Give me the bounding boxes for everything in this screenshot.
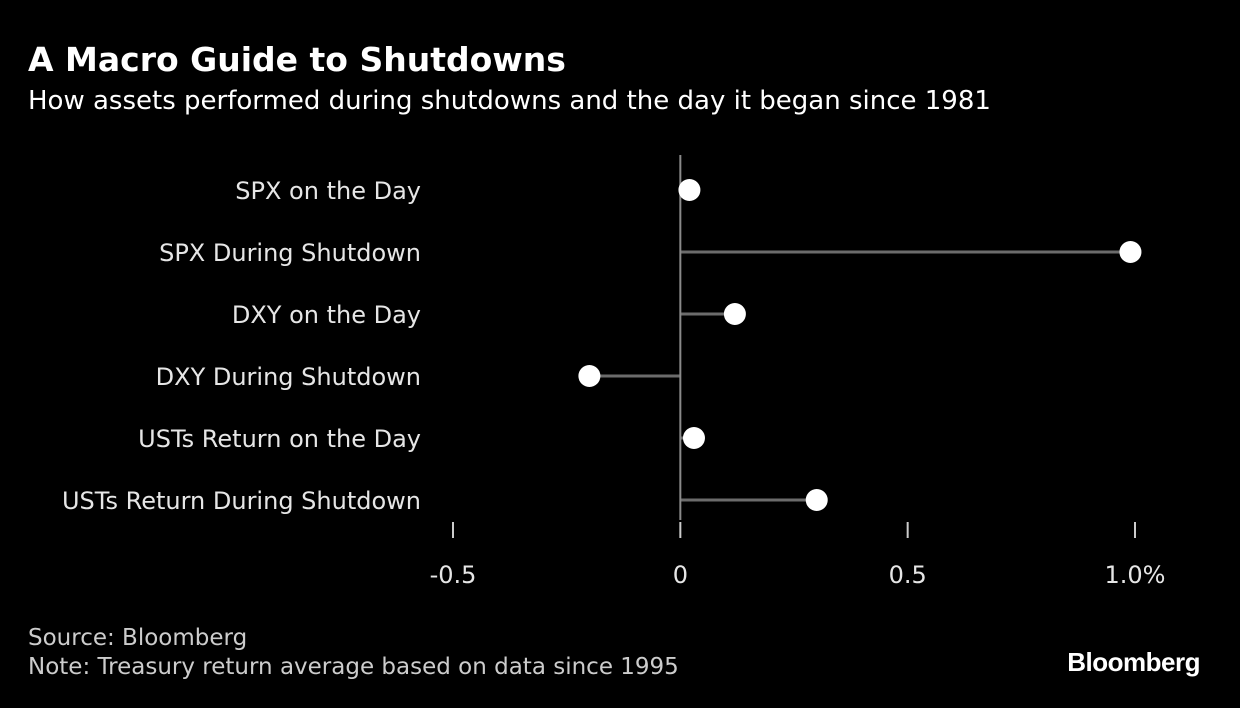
tick-label: -0.5 <box>430 561 477 589</box>
data-point-1 <box>1119 241 1142 263</box>
category-label: SPX During Shutdown <box>159 239 421 267</box>
data-point-3 <box>578 365 601 387</box>
category-label: DXY During Shutdown <box>156 363 421 391</box>
bloomberg-logo: Bloomberg <box>1067 647 1200 677</box>
chart-subtitle: How assets performed during shutdowns an… <box>28 86 991 116</box>
category-label: USTs Return on the Day <box>138 425 421 453</box>
dots-group <box>578 179 1142 511</box>
source-note: Source: Bloomberg <box>28 625 248 651</box>
category-label: SPX on the Day <box>235 177 421 205</box>
category-labels: SPX on the Day SPX During Shutdown DXY on … <box>62 177 421 515</box>
tick-label: 0.5 <box>889 561 927 589</box>
footnote: Note: Treasury return average based on d… <box>28 654 679 680</box>
data-point-0 <box>678 179 701 201</box>
chart-title: A Macro Guide to Shutdowns <box>28 40 566 79</box>
data-point-5 <box>805 489 828 511</box>
stems-group <box>589 188 1131 502</box>
tick-label: 1.0% <box>1105 561 1166 589</box>
tick-label: 0 <box>673 561 688 589</box>
category-label: USTs Return During Shutdown <box>62 487 421 515</box>
category-label: DXY on the Day <box>232 301 421 329</box>
data-point-2 <box>723 303 746 325</box>
x-axis-ticks: -0.5 0 0.5 1.0% <box>430 522 1166 589</box>
data-point-4 <box>682 427 705 449</box>
